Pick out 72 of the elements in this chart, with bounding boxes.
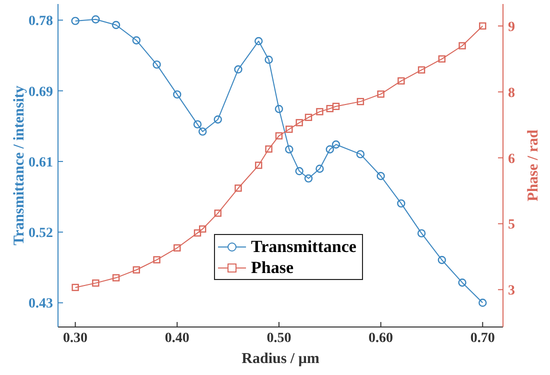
y-tick-label: 0.52: [28, 226, 53, 242]
point: [153, 256, 160, 264]
point: [214, 115, 222, 124]
y-tick-label: 0.43: [28, 296, 53, 312]
y-tick-label: 0.61: [28, 155, 53, 170]
point: [199, 225, 206, 233]
point: [417, 229, 426, 238]
point: [458, 42, 466, 50]
point: [234, 65, 242, 74]
point: [478, 298, 487, 307]
point: [376, 172, 385, 180]
legend-label: Phase: [251, 257, 294, 278]
point: [92, 15, 100, 24]
point: [285, 145, 294, 154]
y2-axis-title: Phase / rad: [525, 129, 542, 202]
point: [265, 145, 272, 153]
point: [326, 145, 334, 154]
point: [296, 119, 303, 126]
point: [479, 22, 486, 30]
x-tick-label: 0.70: [470, 330, 495, 346]
point: [72, 284, 79, 292]
y2-tick-label: 5: [508, 218, 515, 233]
point: [356, 150, 365, 158]
point: [316, 108, 324, 116]
y2-tick-label: 6: [508, 152, 515, 167]
point: [112, 274, 120, 282]
x-tick-label: 0.30: [63, 330, 88, 346]
y-tick-label: 0.69: [28, 84, 53, 100]
point: [132, 266, 140, 274]
point: [193, 120, 202, 128]
point: [438, 55, 446, 63]
point: [438, 256, 446, 264]
y-axis-title: Transmittance / intensity: [11, 85, 28, 246]
point: [316, 164, 324, 173]
point: [112, 20, 120, 30]
point: [92, 279, 100, 287]
point: [198, 127, 207, 136]
point: [194, 229, 202, 237]
point: [275, 132, 283, 140]
point: [304, 174, 313, 183]
point: [264, 56, 273, 64]
x-axis-title: Radius / μm: [242, 351, 320, 367]
point: [397, 199, 406, 208]
point: [356, 98, 364, 106]
point: [71, 16, 80, 26]
y-tick-label: 0.78: [28, 14, 53, 30]
y2-tick-label: 9: [508, 20, 515, 35]
point: [274, 104, 284, 114]
point: [173, 90, 182, 99]
y2-tick-label: 8: [508, 86, 515, 101]
x-tick-label: 0.50: [266, 330, 292, 346]
point: [295, 167, 304, 176]
point: [332, 102, 340, 110]
y2-tick-label: 3: [508, 284, 515, 299]
point: [377, 90, 384, 98]
point: [234, 184, 242, 192]
point: [304, 114, 312, 121]
point: [174, 244, 181, 252]
point: [398, 77, 405, 85]
point: [132, 36, 141, 44]
legend-label: Transmittance: [251, 236, 356, 257]
point: [255, 162, 262, 169]
point: [458, 278, 466, 287]
point: [418, 66, 426, 74]
point: [152, 60, 161, 69]
point: [286, 126, 293, 133]
x-tick-label: 0.60: [368, 330, 394, 346]
x-tick-label: 0.40: [164, 330, 190, 346]
point: [214, 210, 222, 217]
point: [254, 37, 263, 46]
point: [326, 104, 334, 112]
point: [332, 140, 340, 149]
